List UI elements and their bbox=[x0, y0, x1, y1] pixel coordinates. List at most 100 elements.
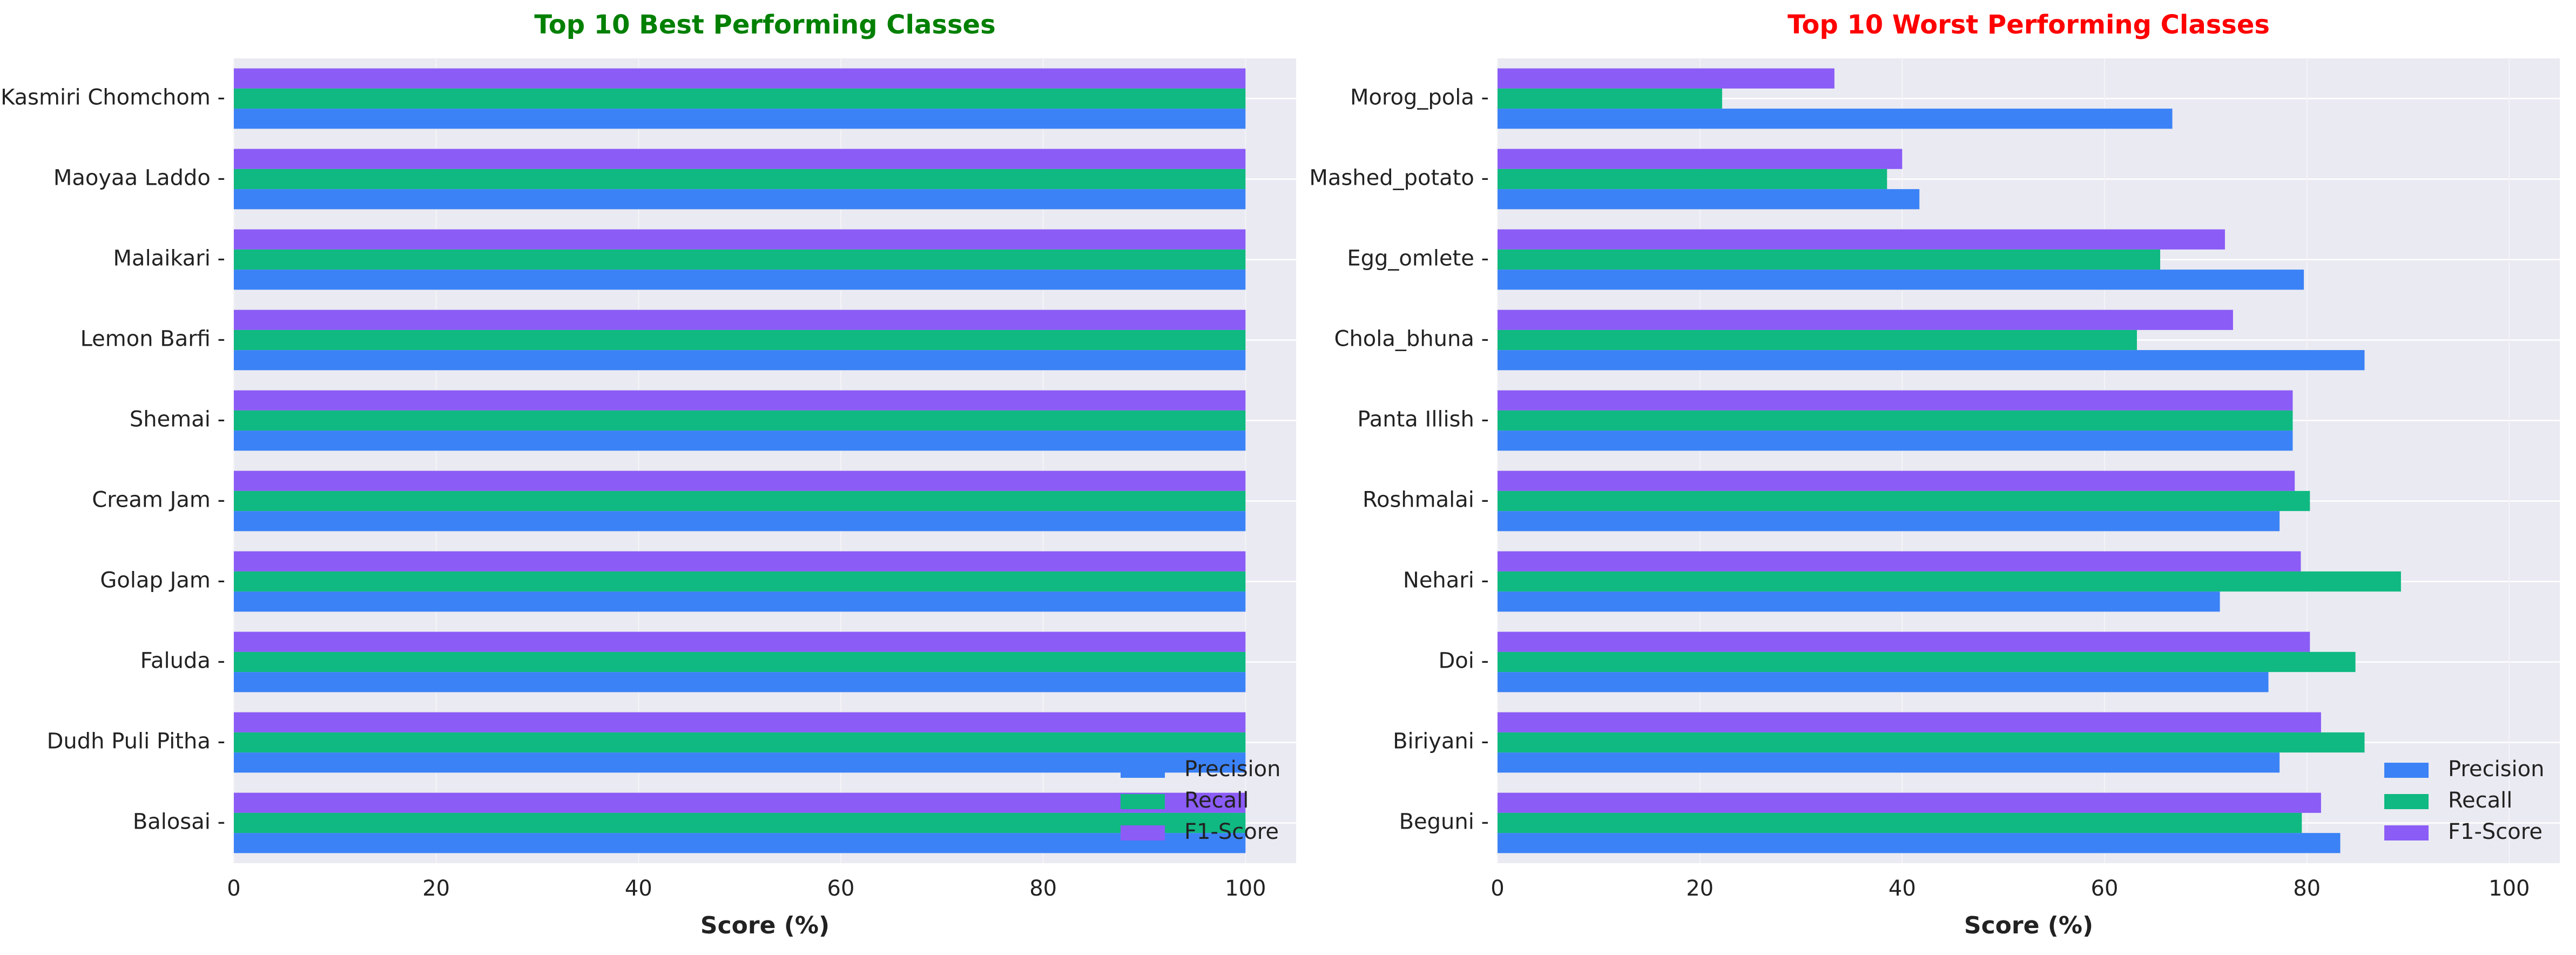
y-tick-label: Doi - bbox=[1438, 649, 1489, 674]
bar-f1-score bbox=[1498, 68, 1835, 89]
legend-swatch bbox=[2384, 825, 2429, 840]
x-tick-label: 20 bbox=[1686, 876, 1714, 901]
y-tick-label: Biriyani - bbox=[1393, 729, 1489, 754]
bar-f1-score bbox=[1498, 631, 2310, 652]
x-tick-label: 60 bbox=[827, 876, 855, 901]
bar-recall bbox=[234, 410, 1246, 431]
x-tick-label: 40 bbox=[1889, 876, 1916, 901]
bar-precision bbox=[234, 591, 1246, 612]
chart-title: Top 10 Worst Performing Classes bbox=[1788, 10, 2270, 40]
bar-precision bbox=[234, 752, 1246, 773]
y-tick-label: Panta Illish - bbox=[1357, 407, 1489, 432]
y-tick-label: Egg_omlete - bbox=[1347, 246, 1489, 271]
y-tick-label: Balosai - bbox=[133, 810, 225, 835]
bar-f1-score bbox=[234, 310, 1246, 330]
bar-precision bbox=[234, 511, 1246, 532]
bar-recall bbox=[1498, 812, 2302, 833]
legend-label: Precision bbox=[1184, 757, 1280, 782]
bar-recall bbox=[1498, 410, 2293, 431]
bar-f1-score bbox=[234, 551, 1246, 571]
bar-recall bbox=[1498, 490, 2310, 512]
legend-label: Recall bbox=[1184, 788, 1249, 813]
y-tick-label: Maoyaa Laddo - bbox=[53, 166, 225, 191]
bar-precision bbox=[234, 431, 1246, 451]
x-tick-label: 20 bbox=[422, 876, 450, 901]
bar-recall bbox=[234, 490, 1246, 512]
legend-swatch bbox=[2384, 763, 2429, 778]
bar-f1-score bbox=[234, 792, 1246, 813]
bar-precision bbox=[1498, 833, 2341, 853]
bar-f1-score bbox=[1498, 470, 2295, 491]
bar-f1-score bbox=[234, 631, 1246, 652]
y-tick-label: Mashed_potato - bbox=[1309, 166, 1489, 191]
x-tick-label: 60 bbox=[2091, 876, 2119, 901]
legend-label: F1-Score bbox=[1184, 819, 1279, 844]
bar-recall bbox=[1498, 249, 2161, 270]
legend-swatch bbox=[2384, 794, 2429, 809]
bar-recall bbox=[234, 329, 1246, 351]
x-tick-label: 100 bbox=[2489, 876, 2530, 901]
chart-title: Top 10 Best Performing Classes bbox=[534, 10, 995, 40]
bar-recall bbox=[234, 651, 1246, 672]
bar-precision bbox=[234, 270, 1246, 290]
y-tick-label: Dudh Puli Pitha - bbox=[47, 729, 225, 754]
y-tick-label: Chola_bhuna - bbox=[1334, 327, 1489, 352]
x-tick-label: 40 bbox=[625, 876, 652, 901]
bar-precision bbox=[1498, 109, 2173, 129]
bar-precision bbox=[234, 833, 1246, 853]
y-tick-label: Nehari - bbox=[1403, 568, 1489, 593]
bar-recall bbox=[1498, 88, 1722, 109]
bar-f1-score bbox=[234, 149, 1246, 169]
y-tick-label: Faluda - bbox=[140, 649, 225, 674]
y-tick-label: Kasmiri Chomchom - bbox=[1, 85, 225, 110]
x-tick-label: 0 bbox=[227, 876, 240, 901]
x-tick-label: 80 bbox=[2293, 876, 2321, 901]
legend-label: Recall bbox=[2448, 788, 2512, 813]
chart-panel-2: Morog_pola - Mashed_potato - Egg_omlete - C… bbox=[1309, 10, 2560, 939]
legend-label: F1-Score bbox=[2448, 819, 2543, 844]
x-tick-label: 80 bbox=[1029, 876, 1057, 901]
legend-swatch bbox=[1121, 763, 1165, 778]
bar-recall bbox=[234, 812, 1246, 833]
legend-swatch bbox=[1121, 794, 1165, 809]
bar-f1-score bbox=[1498, 149, 1903, 169]
bar-f1-score bbox=[1498, 712, 2321, 732]
bar-f1-score bbox=[1498, 792, 2321, 813]
bar-precision bbox=[1498, 270, 2304, 290]
x-axis-label: Score (%) bbox=[700, 912, 830, 939]
bar-f1-score bbox=[234, 712, 1246, 732]
chart-panel-1: Kasmiri Chomchom - Maoyaa Laddo - Malaikar… bbox=[1, 10, 1296, 939]
bar-precision bbox=[234, 350, 1246, 371]
bar-recall bbox=[234, 249, 1246, 270]
legend: Precision Recall F1-Score bbox=[1121, 757, 1280, 844]
bar-recall bbox=[234, 732, 1246, 753]
y-tick-label: Cream Jam - bbox=[92, 488, 225, 513]
bar-f1-score bbox=[1498, 551, 2301, 571]
legend-swatch bbox=[1121, 825, 1165, 840]
bar-precision bbox=[234, 672, 1246, 692]
bar-precision bbox=[1498, 431, 2293, 451]
bar-recall bbox=[1498, 329, 2137, 351]
x-tick-label: 0 bbox=[1491, 876, 1504, 901]
legend: Precision Recall F1-Score bbox=[2384, 757, 2544, 844]
bar-precision bbox=[234, 189, 1246, 210]
x-tick-label: 100 bbox=[1225, 876, 1266, 901]
legend-label: Precision bbox=[2448, 757, 2544, 782]
y-tick-label: Morog_pola - bbox=[1350, 85, 1489, 110]
bar-f1-score bbox=[234, 390, 1246, 411]
bar-precision bbox=[1498, 350, 2365, 371]
bar-recall bbox=[234, 88, 1246, 109]
bar-precision bbox=[234, 109, 1246, 129]
y-tick-label: Roshmalai - bbox=[1363, 488, 1489, 513]
bar-recall bbox=[1498, 571, 2401, 592]
bar-recall bbox=[1498, 651, 2356, 672]
bar-f1-score bbox=[1498, 310, 2233, 330]
bar-recall bbox=[234, 169, 1246, 190]
y-tick-label: Shemai - bbox=[130, 407, 225, 432]
bar-precision bbox=[1498, 672, 2269, 692]
bar-precision bbox=[1498, 591, 2220, 612]
bar-recall bbox=[1498, 732, 2365, 753]
bar-recall bbox=[1498, 169, 1887, 190]
y-tick-label: Malaikari - bbox=[113, 246, 225, 271]
